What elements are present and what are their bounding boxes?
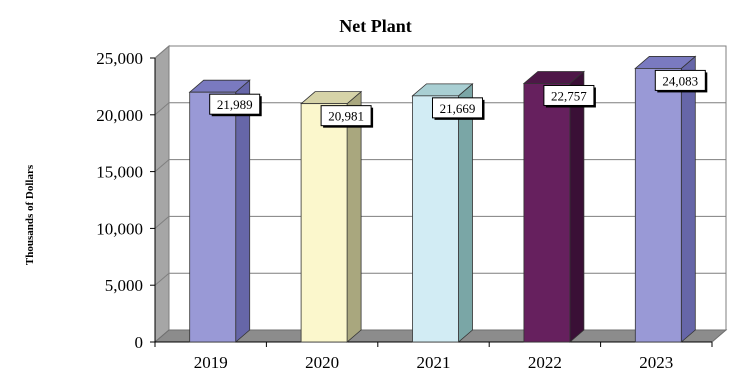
- data-label-box: [209, 93, 261, 115]
- bar-side: [235, 79, 251, 343]
- x-tick-label: 2023: [639, 353, 673, 372]
- bar-side: [346, 90, 362, 343]
- data-label: 21,669: [440, 101, 476, 116]
- x-tick-label: 2019: [194, 353, 228, 372]
- x-tick-label: 2020: [305, 353, 339, 372]
- y-tick-label: 20,000: [96, 106, 143, 125]
- data-label: 22,757: [551, 88, 587, 103]
- gridline-side: [154, 216, 170, 229]
- bar: [412, 95, 459, 343]
- bar: [634, 68, 682, 343]
- y-tick-label: 15,000: [96, 163, 143, 182]
- gridline-side: [154, 159, 170, 172]
- chart-title: Net Plant: [339, 16, 412, 36]
- data-label: 24,083: [662, 73, 698, 88]
- y-tick-label: 25,000: [96, 49, 143, 68]
- data-label-box: [432, 97, 483, 119]
- y-tick-label: 10,000: [96, 219, 143, 238]
- data-label: 21,989: [217, 97, 253, 112]
- gridline-side: [154, 102, 170, 116]
- bar-side: [458, 82, 473, 343]
- bar-side: [569, 70, 585, 343]
- x-tick-label: 2022: [528, 353, 562, 372]
- gridline-side: [154, 45, 170, 59]
- x-tick-label: 2021: [417, 353, 451, 372]
- gridline-side: [154, 272, 170, 286]
- data-label-box: [543, 84, 595, 106]
- data-label: 20,981: [328, 109, 364, 124]
- data-label-box: [320, 105, 372, 127]
- bar: [189, 91, 237, 343]
- y-tick-label: 0: [135, 333, 144, 352]
- bar: [523, 83, 571, 343]
- bar: [300, 103, 348, 343]
- y-tick-label: 5,000: [105, 276, 143, 295]
- bar-side: [680, 55, 696, 343]
- side-wall: [154, 44, 170, 344]
- data-label-box: [654, 69, 706, 91]
